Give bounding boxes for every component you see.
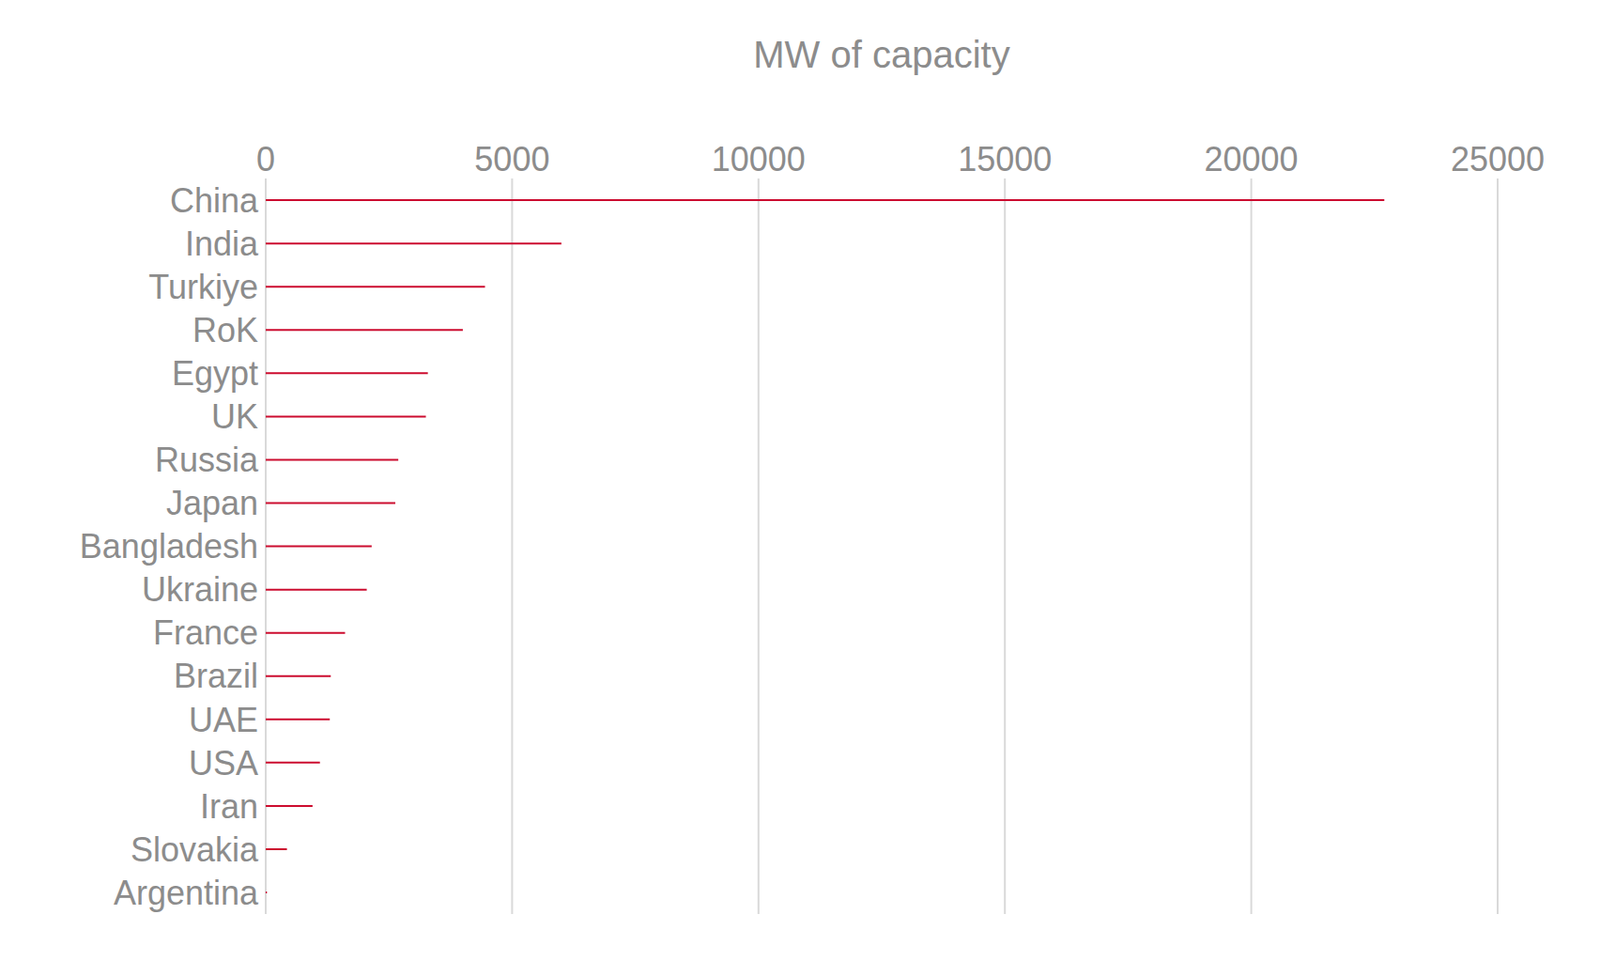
- svg-text:Iran: Iran: [200, 786, 259, 826]
- svg-text:Argentina: Argentina: [113, 873, 260, 912]
- svg-text:25000: 25000: [1450, 139, 1545, 179]
- svg-text:5000: 5000: [474, 139, 550, 179]
- svg-text:India: India: [184, 224, 260, 263]
- svg-text:UAE: UAE: [188, 700, 259, 739]
- svg-text:RoK: RoK: [192, 310, 259, 350]
- html-text:MW of capacity: MW of capacity: [753, 33, 1011, 76]
- svg-text:Bangladesh: Bangladesh: [79, 526, 259, 566]
- svg-text:Japan: Japan: [166, 483, 259, 523]
- svg-text:China: China: [169, 181, 260, 220]
- svg-text:Egypt: Egypt: [171, 353, 259, 393]
- svg-text:UK: UK: [211, 397, 259, 436]
- svg-text:0: 0: [256, 139, 276, 179]
- svg-text:Russia: Russia: [154, 440, 260, 479]
- svg-text:Slovakia: Slovakia: [130, 830, 260, 869]
- svg-text:France: France: [153, 613, 259, 652]
- svg-text:USA: USA: [188, 743, 259, 783]
- svg-text:15000: 15000: [957, 139, 1052, 179]
- svg-text:20000: 20000: [1204, 139, 1299, 179]
- svg-text:Turkiye: Turkiye: [148, 267, 259, 307]
- svg-text:Brazil: Brazil: [173, 656, 259, 695]
- svg-text:Ukraine: Ukraine: [141, 569, 259, 609]
- svg-text:10000: 10000: [711, 139, 806, 179]
